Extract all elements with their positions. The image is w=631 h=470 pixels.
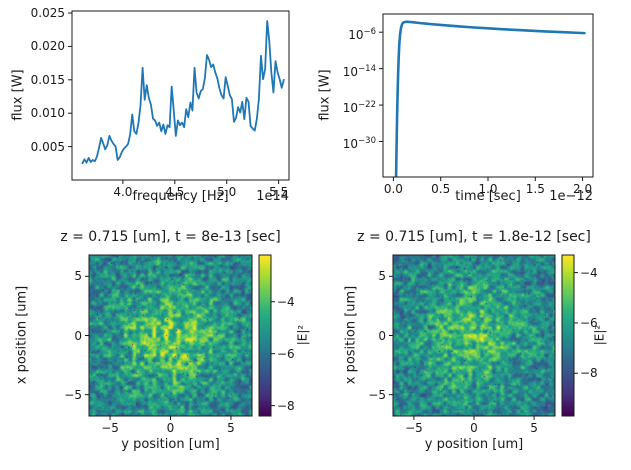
field-t1-ylabel: x position [um] [14,285,30,385]
flux-decay-line [394,20,586,177]
y-tick-label: 10−6 [348,27,376,43]
x-tick-label: 5 [530,421,538,435]
time-xlabel: time [sec] [455,189,521,204]
x-tick-label: 5 [227,421,235,435]
colorbar-tick-label: −6 [277,346,295,361]
y-tick-label: 0.010 [30,106,65,121]
time-axes: 0.0 0.5 1.0 1.5 2.0 10−6 10−14 10−22 10−30 [343,13,594,196]
spectrum-xlabel: frequency [Hz] [132,189,229,204]
flux-spectrum-line [81,20,285,165]
colorbar-tick-label: −6 [580,315,598,330]
colorbar-tick-label: −8 [277,398,295,413]
x-tick-label: 1.5 [525,182,545,196]
y-tick-label: −5 [368,387,386,402]
x-tick-label: 4.5 [165,185,185,199]
field-t2-axes: −5 0 5 5 0 −5 −4 −6 −8 [368,254,598,435]
field-snapshot-t1-colorbar [259,255,271,416]
x-tick-label: 2.0 [573,182,593,196]
spectrum-axes: 4.0 4.5 5.0 5.5 0.005 0.010 0.015 0.020 0.025 [31,6,290,199]
field-t2-xlabel: y position [um] [424,437,524,452]
colorbar-tick-label: −4 [277,294,295,309]
field-t2-colorbar-label: |E|² [592,324,607,346]
field-t2-ylabel: x position [um] [343,285,359,385]
field-t1-xlabel: y position [um] [121,437,220,452]
x-tick-label: 4.0 [113,185,133,199]
colorbar-tick-label: −4 [580,265,598,280]
y-tick-label: 5 [378,269,386,284]
time-x-offset: 1e−12 [549,189,593,204]
y-tick-label: 0 [74,328,82,343]
y-tick-label: 0.025 [30,6,65,21]
y-tick-label: 0.005 [30,139,65,154]
y-tick-label: 5 [74,269,82,284]
y-tick-label: 0.020 [30,39,65,54]
axes-frame [71,10,290,181]
x-tick-label: 5.5 [269,185,289,199]
y-tick-label: 0 [378,328,386,343]
field-t1-colorbar-label: |E|² [295,324,310,346]
field-t2-title: z = 0.715 [um], t = 1.8e-12 [sec] [357,229,591,245]
y-tick-label: 10−22 [342,100,376,116]
colorbar-tick-label: −8 [580,366,598,381]
x-tick-label: 5.0 [217,185,237,199]
field-snapshot-t1-canvas [89,255,252,416]
flux-decay-frame [379,13,594,181]
x-tick-label: 1.0 [478,182,498,196]
y-tick-label: 10−30 [342,136,376,152]
x-tick-label: 0.0 [383,182,403,196]
x-tick-label: 0 [470,421,478,435]
flux-spectrum-frame [68,10,290,184]
x-tick-label: −5 [405,421,423,435]
time-ylabel: flux [W] [317,69,333,121]
y-tick-label: −5 [64,387,82,402]
x-tick-label: −5 [101,421,119,435]
axes-frame [382,13,594,178]
field-snapshot-t2-canvas [393,255,555,416]
y-tick-label: 10−14 [342,63,376,79]
field-t1-axes: −5 0 5 5 0 −5 −4 −6 −8 [64,254,295,435]
spectrum-x-offset: 1e14 [256,189,289,204]
x-tick-label: 0 [166,421,175,435]
x-tick-label: 0.5 [431,182,451,196]
field-snapshot-t2-colorbar [562,255,574,416]
field-t1-title: z = 0.715 [um], t = 8e-13 [sec] [60,229,281,245]
y-tick-label: 0.015 [30,72,65,87]
spectrum-ylabel: flux [W] [10,69,26,121]
